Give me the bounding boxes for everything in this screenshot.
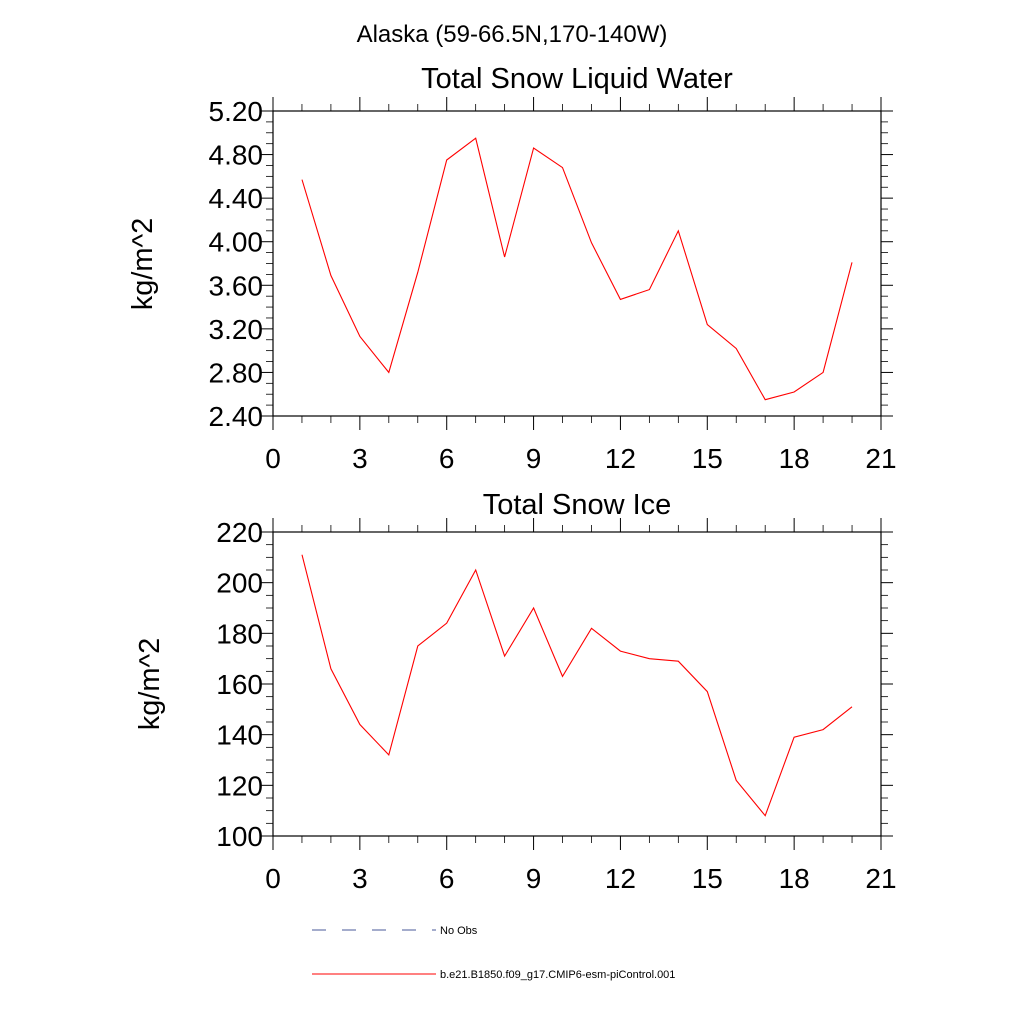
data-point (417, 645, 418, 646)
x-tick-label: 3 (352, 863, 368, 894)
data-point (620, 650, 621, 651)
data-point (765, 399, 766, 400)
data-point (359, 336, 360, 337)
snow-liquid-water-panel: Total Snow Liquid Water kg/m^2 0 3 6 9 12 15 1… (127, 63, 897, 474)
series-line-snow-ice (301, 554, 853, 817)
data-point (388, 372, 389, 373)
y-tick-label: 4.80 (209, 140, 264, 171)
x-tick-label: 0 (265, 443, 281, 474)
x-tick-label: 9 (526, 863, 542, 894)
data-point (765, 815, 766, 816)
data-point (330, 668, 331, 669)
data-point (562, 167, 563, 168)
data-point (794, 391, 795, 392)
data-point (678, 230, 679, 231)
x-tick-label: 15 (692, 443, 723, 474)
data-point (446, 159, 447, 160)
data-point (822, 372, 823, 373)
y-tick-label: 4.40 (209, 183, 264, 214)
x-tick-label: 18 (779, 863, 810, 894)
y-tick-label: 140 (216, 720, 263, 751)
data-point (301, 554, 302, 555)
y-tick-label: 180 (216, 618, 263, 649)
x-tick-label: 3 (352, 443, 368, 474)
y-tick-label: 120 (216, 770, 263, 801)
y-tick-label: 2.40 (209, 401, 264, 432)
x-tick-label: 12 (605, 443, 636, 474)
data-point (417, 272, 418, 273)
y-tick-label: 5.20 (209, 96, 264, 127)
data-point (533, 607, 534, 608)
y-axis-label-snow-ice: kg/m^2 (134, 638, 166, 731)
legend: No Obs b.e21.B1850.f09_g17.CMIP6-esm-piC… (312, 925, 675, 981)
x-tick-label: 6 (439, 863, 455, 894)
data-point (475, 569, 476, 570)
y-tick-label: 4.00 (209, 227, 264, 258)
data-point (591, 628, 592, 629)
data-point (736, 348, 737, 349)
x-tick-label: 9 (526, 443, 542, 474)
y-tick-label: 3.20 (209, 314, 264, 345)
panel-title-snow-liquid-water: Total Snow Liquid Water (421, 63, 733, 95)
data-point (301, 179, 302, 180)
y-tick-label: 2.80 (209, 357, 264, 388)
panel-title-snow-ice: Total Snow Ice (483, 489, 672, 521)
data-point (851, 706, 852, 707)
data-point (822, 729, 823, 730)
data-point (707, 691, 708, 692)
data-point (707, 324, 708, 325)
data-point (649, 658, 650, 659)
data-point (591, 242, 592, 243)
y-tick-label: 3.60 (209, 270, 264, 301)
y-tick-label: 220 (216, 517, 263, 548)
legend-label-model-run: b.e21.B1850.f09_g17.CMIP6-esm-piControl.… (440, 969, 675, 981)
data-point (475, 138, 476, 139)
snow-ice-panel: Total Snow Ice kg/m^2 0 3 6 9 12 15 18 21 100 120… (134, 489, 897, 894)
x-tick-label: 6 (439, 443, 455, 474)
data-point (359, 724, 360, 725)
data-point (562, 676, 563, 677)
x-tick-label: 18 (779, 443, 810, 474)
x-tick-label: 15 (692, 863, 723, 894)
figure-title: Alaska (59-66.5N,170-140W) (357, 21, 668, 48)
data-point (851, 262, 852, 263)
y-axis-label-snow-liquid-water: kg/m^2 (127, 218, 159, 311)
plot-frame (272, 110, 882, 417)
legend-label-no-obs: No Obs (440, 925, 478, 937)
data-point (504, 256, 505, 257)
data-point (678, 661, 679, 662)
plot-frame (272, 531, 882, 837)
data-point (620, 299, 621, 300)
data-point (533, 147, 534, 148)
x-tick-label: 0 (265, 863, 281, 894)
data-point (736, 780, 737, 781)
x-tick-label: 21 (865, 863, 896, 894)
series-line-snow-liquid-water (301, 137, 853, 401)
data-point (388, 754, 389, 755)
data-point (649, 289, 650, 290)
data-point (446, 623, 447, 624)
x-tick-label: 12 (605, 863, 636, 894)
data-point (504, 656, 505, 657)
y-tick-label: 160 (216, 669, 263, 700)
x-tick-label: 21 (865, 443, 896, 474)
y-tick-label: 200 (216, 568, 263, 599)
data-point (330, 275, 331, 276)
data-point (794, 737, 795, 738)
y-tick-label: 100 (216, 821, 263, 852)
